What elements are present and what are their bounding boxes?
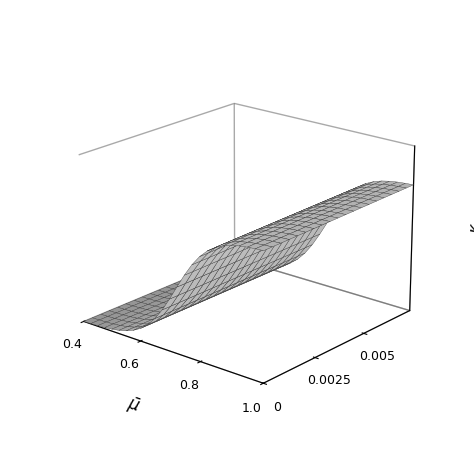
X-axis label: $\bar{\mu}$: $\bar{\mu}$: [124, 394, 143, 419]
